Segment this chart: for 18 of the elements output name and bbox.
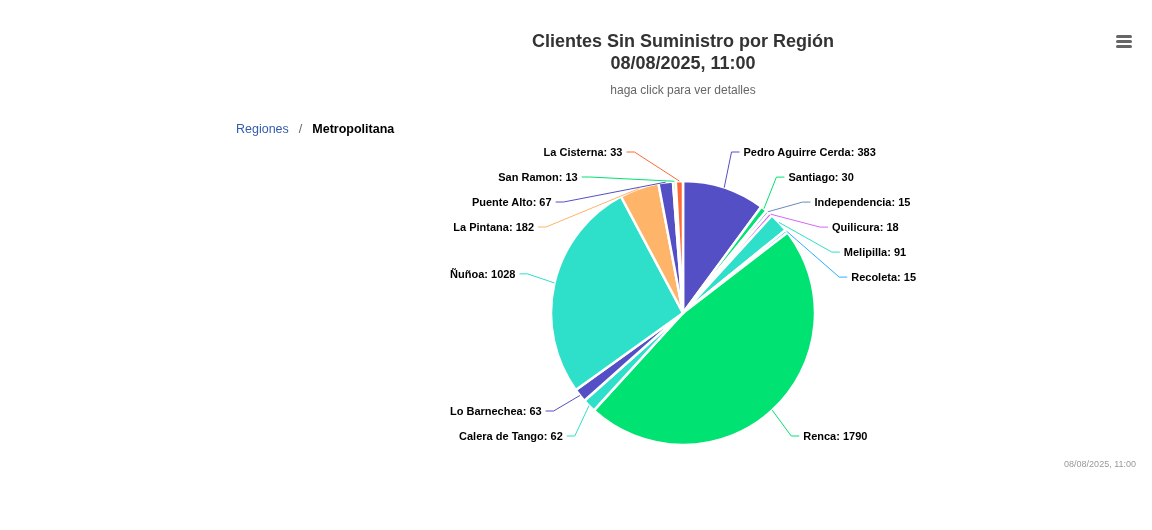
slice-label: Renca: 1790 bbox=[803, 429, 868, 442]
slice-label: Recoleta: 15 bbox=[851, 270, 917, 283]
slice-label: Lo Barnechea: 63 bbox=[449, 404, 542, 417]
slice-label: Calera de Tango: 62 bbox=[459, 429, 563, 442]
slice-label: Pedro Aguirre Cerda: 383 bbox=[743, 145, 876, 158]
slice-label: Santiago: 30 bbox=[788, 170, 854, 183]
slice-label: Independencia: 15 bbox=[814, 195, 911, 208]
slice-label: Melipilla: 91 bbox=[843, 245, 907, 258]
slice-label: San Ramon: 13 bbox=[498, 170, 578, 183]
text: 08/08/2025, 11:00 bbox=[1064, 459, 1136, 469]
slice-label: La Pintana: 182 bbox=[453, 220, 535, 233]
slice-label: Puente Alto: 67 bbox=[471, 195, 552, 208]
slice-label: Quilicura: 18 bbox=[832, 220, 899, 233]
slice-label: Ñuñoa: 1028 bbox=[450, 267, 516, 280]
slice-label: La Cisterna: 33 bbox=[543, 145, 623, 158]
chart-title: Clientes Sin Suministro por Región 08/08/2025, 11:00 bbox=[531, 31, 835, 73]
chart-subtitle: haga click para ver detalles bbox=[610, 83, 756, 97]
text: Regiones / Metropolitana bbox=[236, 122, 396, 136]
